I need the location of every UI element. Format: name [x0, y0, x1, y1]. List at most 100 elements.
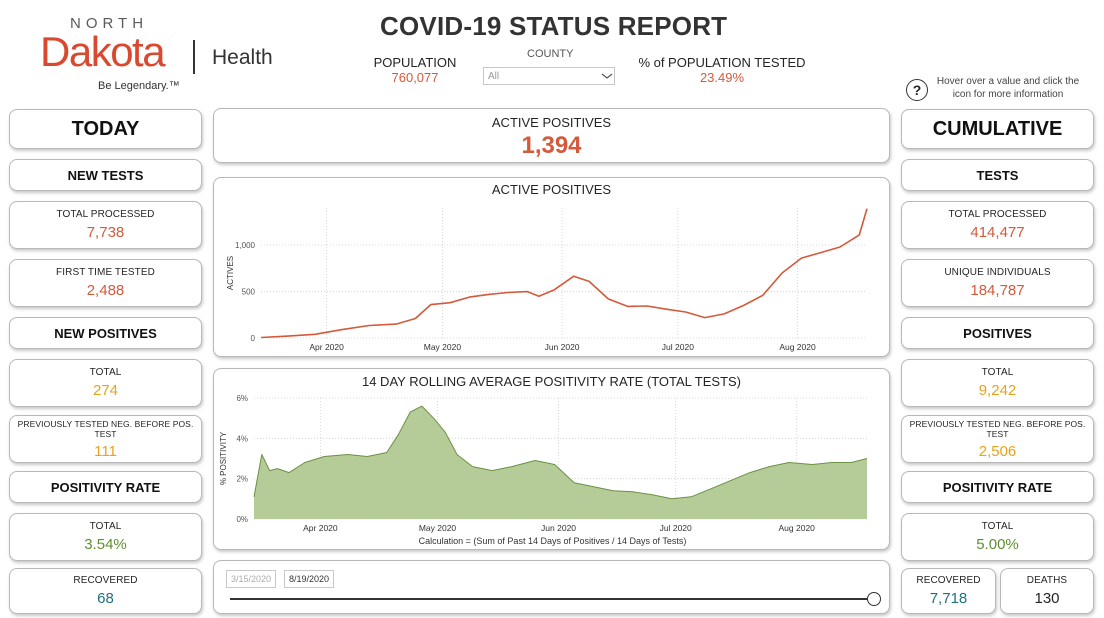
date-range-slider-card: 3/15/2020 8/19/2020 [213, 560, 890, 614]
kpi-label: RECOVERED [916, 575, 981, 586]
active-positives-card[interactable]: ACTIVE POSITIVES 1,394 [213, 108, 890, 163]
today-prev-neg-card[interactable]: PREVIOUSLY TESTED NEG. BEFORE POS. TEST … [9, 415, 202, 463]
logo-dakota: Dakota [40, 28, 166, 75]
chart-footnote: Calculation = (Sum of Past 14 Days of Po… [418, 536, 687, 546]
x-tick-label: Jul 2020 [660, 523, 692, 533]
tested-block: % of POPULATION TESTED 23.49% [636, 55, 808, 85]
cum-recovered-card[interactable]: RECOVERED 7,718 [901, 568, 996, 614]
kpi-value: 9,242 [978, 382, 1017, 399]
slider-handle[interactable] [867, 592, 881, 606]
population-block: POPULATION 760,077 [370, 55, 460, 85]
today-positivity-header: POSITIVITY RATE [9, 471, 202, 503]
cumulative-title: CUMULATIVE [932, 117, 1063, 140]
active-positives-chart-card: ACTIVE POSITIVES 0 500 1,000 Apr 2020 May 20… [213, 177, 890, 357]
positives-title: POSITIVES [963, 325, 1032, 341]
cum-total-processed-card[interactable]: TOTAL PROCESSED 414,477 [901, 201, 1094, 249]
kpi-value: 274 [92, 382, 119, 399]
kpi-label: RECOVERED [73, 575, 138, 586]
chart-title: ACTIVE POSITIVES [491, 182, 612, 197]
active-positives-chart[interactable]: 0 500 1,000 Apr 2020 May 2020 Jun 2020 Jul 202… [214, 178, 891, 358]
today-title: TODAY [71, 117, 140, 140]
series-line[interactable] [253, 405, 868, 500]
kpi-label: TOTAL [981, 367, 1014, 378]
cum-positivity-rate-card[interactable]: TOTAL 5.00% [901, 513, 1094, 561]
kpi-value: 111 [94, 442, 117, 460]
x-tick-label: Apr 2020 [303, 523, 338, 533]
kpi-value: 3.54% [84, 536, 127, 553]
county-select[interactable]: All [483, 67, 615, 85]
chevron-down-icon [601, 73, 613, 79]
cum-unique-card[interactable]: UNIQUE INDIVIDUALS 184,787 [901, 259, 1094, 307]
today-total-processed-card[interactable]: TOTAL PROCESSED 7,738 [9, 201, 202, 249]
logo-divider [193, 40, 195, 74]
kpi-value: 184,787 [970, 282, 1025, 299]
end-date-input[interactable]: 8/19/2020 [284, 570, 335, 588]
x-tick-label: May 2020 [424, 342, 462, 352]
cum-positives-total-card[interactable]: TOTAL 9,242 [901, 359, 1094, 407]
y-tick-label: 0 [251, 334, 256, 343]
kpi-label: TOTAL PROCESSED [56, 209, 155, 220]
tests-header: TESTS [901, 159, 1094, 191]
y-tick-label: 1,000 [235, 241, 256, 250]
y-axis-label: % POSITIVITY [219, 431, 228, 485]
y-tick-label: 500 [242, 288, 256, 297]
cum-positivity-header: POSITIVITY RATE [901, 471, 1094, 503]
cumulative-header: CUMULATIVE [901, 109, 1094, 149]
kpi-label: PREVIOUSLY TESTED NEG. BEFORE POS. TEST [909, 418, 1086, 439]
kpi-value: 5.00% [976, 536, 1019, 553]
kpi-label: TOTAL [981, 521, 1014, 532]
new-positives-title: NEW POSITIVES [54, 325, 157, 341]
county-value: All [488, 70, 500, 82]
today-recovered-card[interactable]: RECOVERED 68 [9, 568, 202, 614]
kpi-value: 2,506 [978, 442, 1017, 460]
tested-value: 23.49% [699, 70, 745, 85]
kpi-label: TOTAL PROCESSED [948, 209, 1047, 220]
x-tick-label: Apr 2020 [309, 342, 344, 352]
series-area[interactable] [254, 406, 867, 519]
active-positives-value: 1,394 [521, 132, 582, 159]
cum-prev-neg-card[interactable]: PREVIOUSLY TESTED NEG. BEFORE POS. TEST … [901, 415, 1094, 463]
y-tick-label: 0% [236, 515, 248, 524]
today-header: TODAY [9, 109, 202, 149]
slider-track[interactable] [230, 598, 874, 600]
y-tick-label: 6% [236, 394, 248, 403]
kpi-label: DEATHS [1026, 575, 1068, 586]
today-first-time-card[interactable]: FIRST TIME TESTED 2,488 [9, 259, 202, 307]
active-positives-label: ACTIVE POSITIVES [491, 115, 612, 130]
new-positives-header: NEW POSITIVES [9, 317, 202, 349]
kpi-value: 7,738 [86, 224, 125, 241]
y-tick-label: 4% [236, 434, 248, 443]
positivity-chart[interactable]: 0% 2% 4% 6% Apr 2020 May 2020 Jun 2020 Jul 2020… [214, 369, 891, 551]
tests-title: TESTS [976, 167, 1019, 183]
county-label: COUNTY [527, 48, 574, 60]
kpi-value: 414,477 [970, 224, 1025, 241]
chart-title: 14 DAY ROLLING AVERAGE POSITIVITY RATE (… [361, 374, 742, 389]
x-tick-label: May 2020 [419, 523, 457, 533]
x-tick-label: Aug 2020 [779, 523, 816, 533]
positivity-rate-title: POSITIVITY RATE [942, 479, 1053, 495]
population-label: POPULATION [373, 55, 457, 70]
today-positives-total-card[interactable]: TOTAL 274 [9, 359, 202, 407]
start-date-input[interactable]: 3/15/2020 [226, 570, 277, 588]
cum-deaths-card[interactable]: DEATHS 130 [1000, 568, 1094, 614]
series-line[interactable] [260, 208, 868, 339]
kpi-label: TOTAL [89, 367, 122, 378]
positivity-rate-title: POSITIVITY RATE [50, 479, 161, 495]
question-circle-icon[interactable]: ? [906, 79, 928, 101]
logo-tagline: Be Legendary.™ [98, 80, 180, 92]
positivity-chart-card: 14 DAY ROLLING AVERAGE POSITIVITY RATE (… [213, 368, 890, 550]
kpi-label: UNIQUE INDIVIDUALS [944, 267, 1051, 278]
x-tick-label: Jun 2020 [545, 342, 580, 352]
population-value: 760,077 [391, 70, 439, 85]
today-positivity-rate-card[interactable]: TOTAL 3.54% [9, 513, 202, 561]
kpi-value: 2,488 [86, 282, 125, 299]
y-tick-label: 2% [236, 475, 248, 484]
page-title: COVID-19 STATUS REPORT [380, 11, 728, 41]
new-tests-header: NEW TESTS [9, 159, 202, 191]
kpi-value: 130 [1034, 590, 1060, 607]
x-tick-label: Jul 2020 [662, 342, 694, 352]
new-tests-title: NEW TESTS [67, 167, 144, 183]
help-text: Hover over a value and click the icon fo… [936, 76, 1080, 100]
y-axis-label: ACTIVES [226, 256, 235, 290]
x-tick-label: Jun 2020 [541, 523, 576, 533]
